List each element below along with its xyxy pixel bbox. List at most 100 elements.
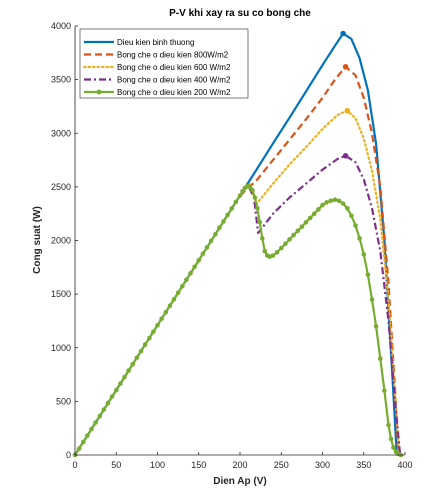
data-point bbox=[142, 342, 148, 347]
data-point bbox=[388, 436, 394, 442]
x-tick-label: 50 bbox=[111, 460, 121, 470]
y-tick-label: 4000 bbox=[51, 21, 71, 31]
data-point bbox=[328, 198, 334, 204]
data-point bbox=[291, 232, 296, 238]
series-line-4 bbox=[239, 154, 402, 456]
peak-point bbox=[342, 64, 349, 70]
y-tick-label: 3500 bbox=[51, 75, 71, 85]
data-point bbox=[237, 193, 243, 198]
data-point bbox=[270, 253, 276, 258]
data-point bbox=[184, 277, 189, 283]
data-point bbox=[295, 228, 301, 234]
data-point bbox=[151, 329, 156, 335]
data-point bbox=[262, 248, 268, 254]
peak-point bbox=[342, 153, 349, 159]
data-point bbox=[340, 201, 346, 206]
data-point bbox=[229, 206, 235, 211]
data-point bbox=[134, 355, 140, 360]
chart-title: P-V khi xay ra su co bong che bbox=[169, 8, 311, 19]
data-point bbox=[324, 200, 329, 205]
y-axis-title: Cong suat (W) bbox=[32, 206, 43, 274]
data-point bbox=[316, 207, 321, 212]
data-point bbox=[138, 348, 144, 354]
data-point bbox=[188, 271, 193, 276]
data-point bbox=[254, 206, 260, 211]
data-point bbox=[369, 297, 375, 302]
data-point bbox=[274, 250, 280, 255]
data-point bbox=[233, 199, 239, 205]
data-point bbox=[126, 368, 131, 373]
peak-point bbox=[344, 107, 351, 114]
data-point bbox=[97, 413, 103, 419]
data-point bbox=[89, 426, 94, 432]
data-point bbox=[260, 236, 265, 241]
y-tick-label: 3000 bbox=[51, 128, 71, 138]
data-point bbox=[382, 388, 387, 393]
x-tick-label: 150 bbox=[191, 460, 206, 470]
data-point bbox=[320, 202, 325, 208]
x-tick-label: 200 bbox=[232, 460, 247, 470]
x-axis-title: Dien Ap (V) bbox=[213, 476, 267, 487]
legend-label: Dieu kien binh thuong bbox=[117, 38, 194, 47]
legend-label: Bong che o dieu kien 600 W/m2 bbox=[117, 63, 231, 72]
data-point bbox=[250, 187, 255, 193]
data-point bbox=[336, 198, 342, 204]
legend: Dieu kien binh thuong Bong che o dieu kie… bbox=[79, 28, 249, 99]
data-point bbox=[252, 195, 258, 200]
data-point bbox=[287, 237, 292, 242]
data-point bbox=[312, 211, 317, 216]
data-point bbox=[114, 387, 119, 393]
data-point bbox=[81, 439, 86, 445]
y-ticks: 0 500 1000 1500 2000 2500 3000 3500 4000 bbox=[51, 21, 78, 460]
data-point bbox=[85, 433, 90, 438]
data-point bbox=[279, 245, 284, 251]
data-point bbox=[200, 251, 206, 257]
x-tick-label: 400 bbox=[397, 460, 412, 470]
data-point bbox=[353, 223, 358, 228]
data-point bbox=[163, 310, 169, 315]
data-point bbox=[349, 213, 354, 219]
data-point bbox=[332, 197, 338, 202]
data-point bbox=[105, 400, 111, 406]
legend-box bbox=[79, 28, 249, 99]
series-line-3 bbox=[238, 109, 401, 457]
y-tick-label: 2000 bbox=[51, 236, 71, 246]
data-point bbox=[217, 225, 222, 231]
y-tick-label: 0 bbox=[66, 450, 71, 460]
data-point bbox=[225, 212, 230, 218]
data-point bbox=[147, 335, 152, 341]
data-point bbox=[391, 445, 396, 450]
x-tick-label: 300 bbox=[315, 460, 330, 470]
data-point bbox=[122, 374, 127, 380]
data-point bbox=[101, 407, 107, 412]
legend-label: Bong che o dieu kien 200 W/m2 bbox=[117, 88, 231, 97]
data-point bbox=[167, 303, 173, 309]
y-tick-label: 500 bbox=[56, 396, 71, 406]
data-point bbox=[171, 297, 177, 302]
data-point bbox=[109, 394, 115, 399]
data-point bbox=[247, 184, 253, 190]
data-point bbox=[378, 356, 383, 361]
y-tick-label: 1500 bbox=[51, 289, 71, 299]
data-point bbox=[213, 232, 218, 237]
data-point bbox=[118, 381, 123, 386]
x-tick-label: 0 bbox=[72, 460, 77, 470]
y-tick-label: 1000 bbox=[51, 343, 71, 353]
data-point bbox=[373, 324, 379, 329]
data-point bbox=[345, 206, 350, 211]
data-point bbox=[180, 284, 185, 289]
series-layer bbox=[72, 30, 404, 458]
data-point bbox=[299, 224, 305, 229]
data-point bbox=[307, 215, 313, 221]
data-point bbox=[192, 264, 197, 270]
legend-marker bbox=[96, 89, 102, 95]
data-point bbox=[357, 236, 362, 241]
x-tick-label: 250 bbox=[274, 460, 289, 470]
legend-label: Bong che o dieu kien 400 W/m2 bbox=[117, 76, 231, 85]
y-tick-label: 2500 bbox=[51, 182, 71, 192]
data-point bbox=[76, 446, 82, 451]
x-tick-label: 100 bbox=[150, 460, 165, 470]
legend-label: Bong che o dieu kien 800W/m2 bbox=[117, 51, 229, 60]
data-point bbox=[221, 219, 226, 224]
